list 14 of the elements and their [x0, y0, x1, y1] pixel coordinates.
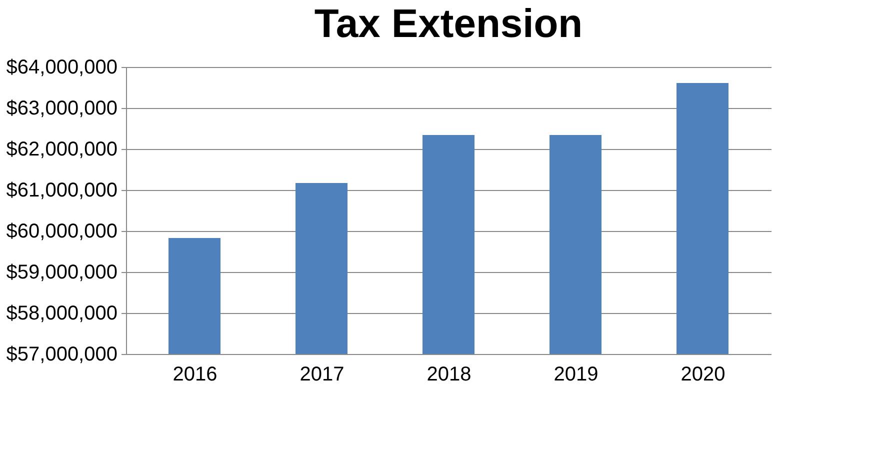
y-tick-label: $62,000,000	[6, 138, 118, 160]
x-tick-label: 2020	[680, 364, 726, 386]
x-tick-label: 2017	[300, 364, 344, 386]
y-tick-label: $63,000,000	[6, 98, 118, 120]
y-tick-label: $59,000,000	[6, 262, 118, 284]
y-tick-label: $60,000,000	[6, 220, 118, 242]
y-tick-label: $57,000,000	[6, 344, 118, 366]
x-tick-label: 2019	[554, 364, 598, 386]
y-tick-label: $58,000,000	[6, 302, 118, 324]
chart-title: Tax Extension	[314, 2, 583, 46]
y-tick-label: $61,000,000	[6, 180, 118, 202]
x-tick-label: 2018	[426, 364, 472, 386]
x-tick-label: 2016	[172, 364, 218, 386]
y-tick-label: $64,000,000	[6, 56, 118, 78]
